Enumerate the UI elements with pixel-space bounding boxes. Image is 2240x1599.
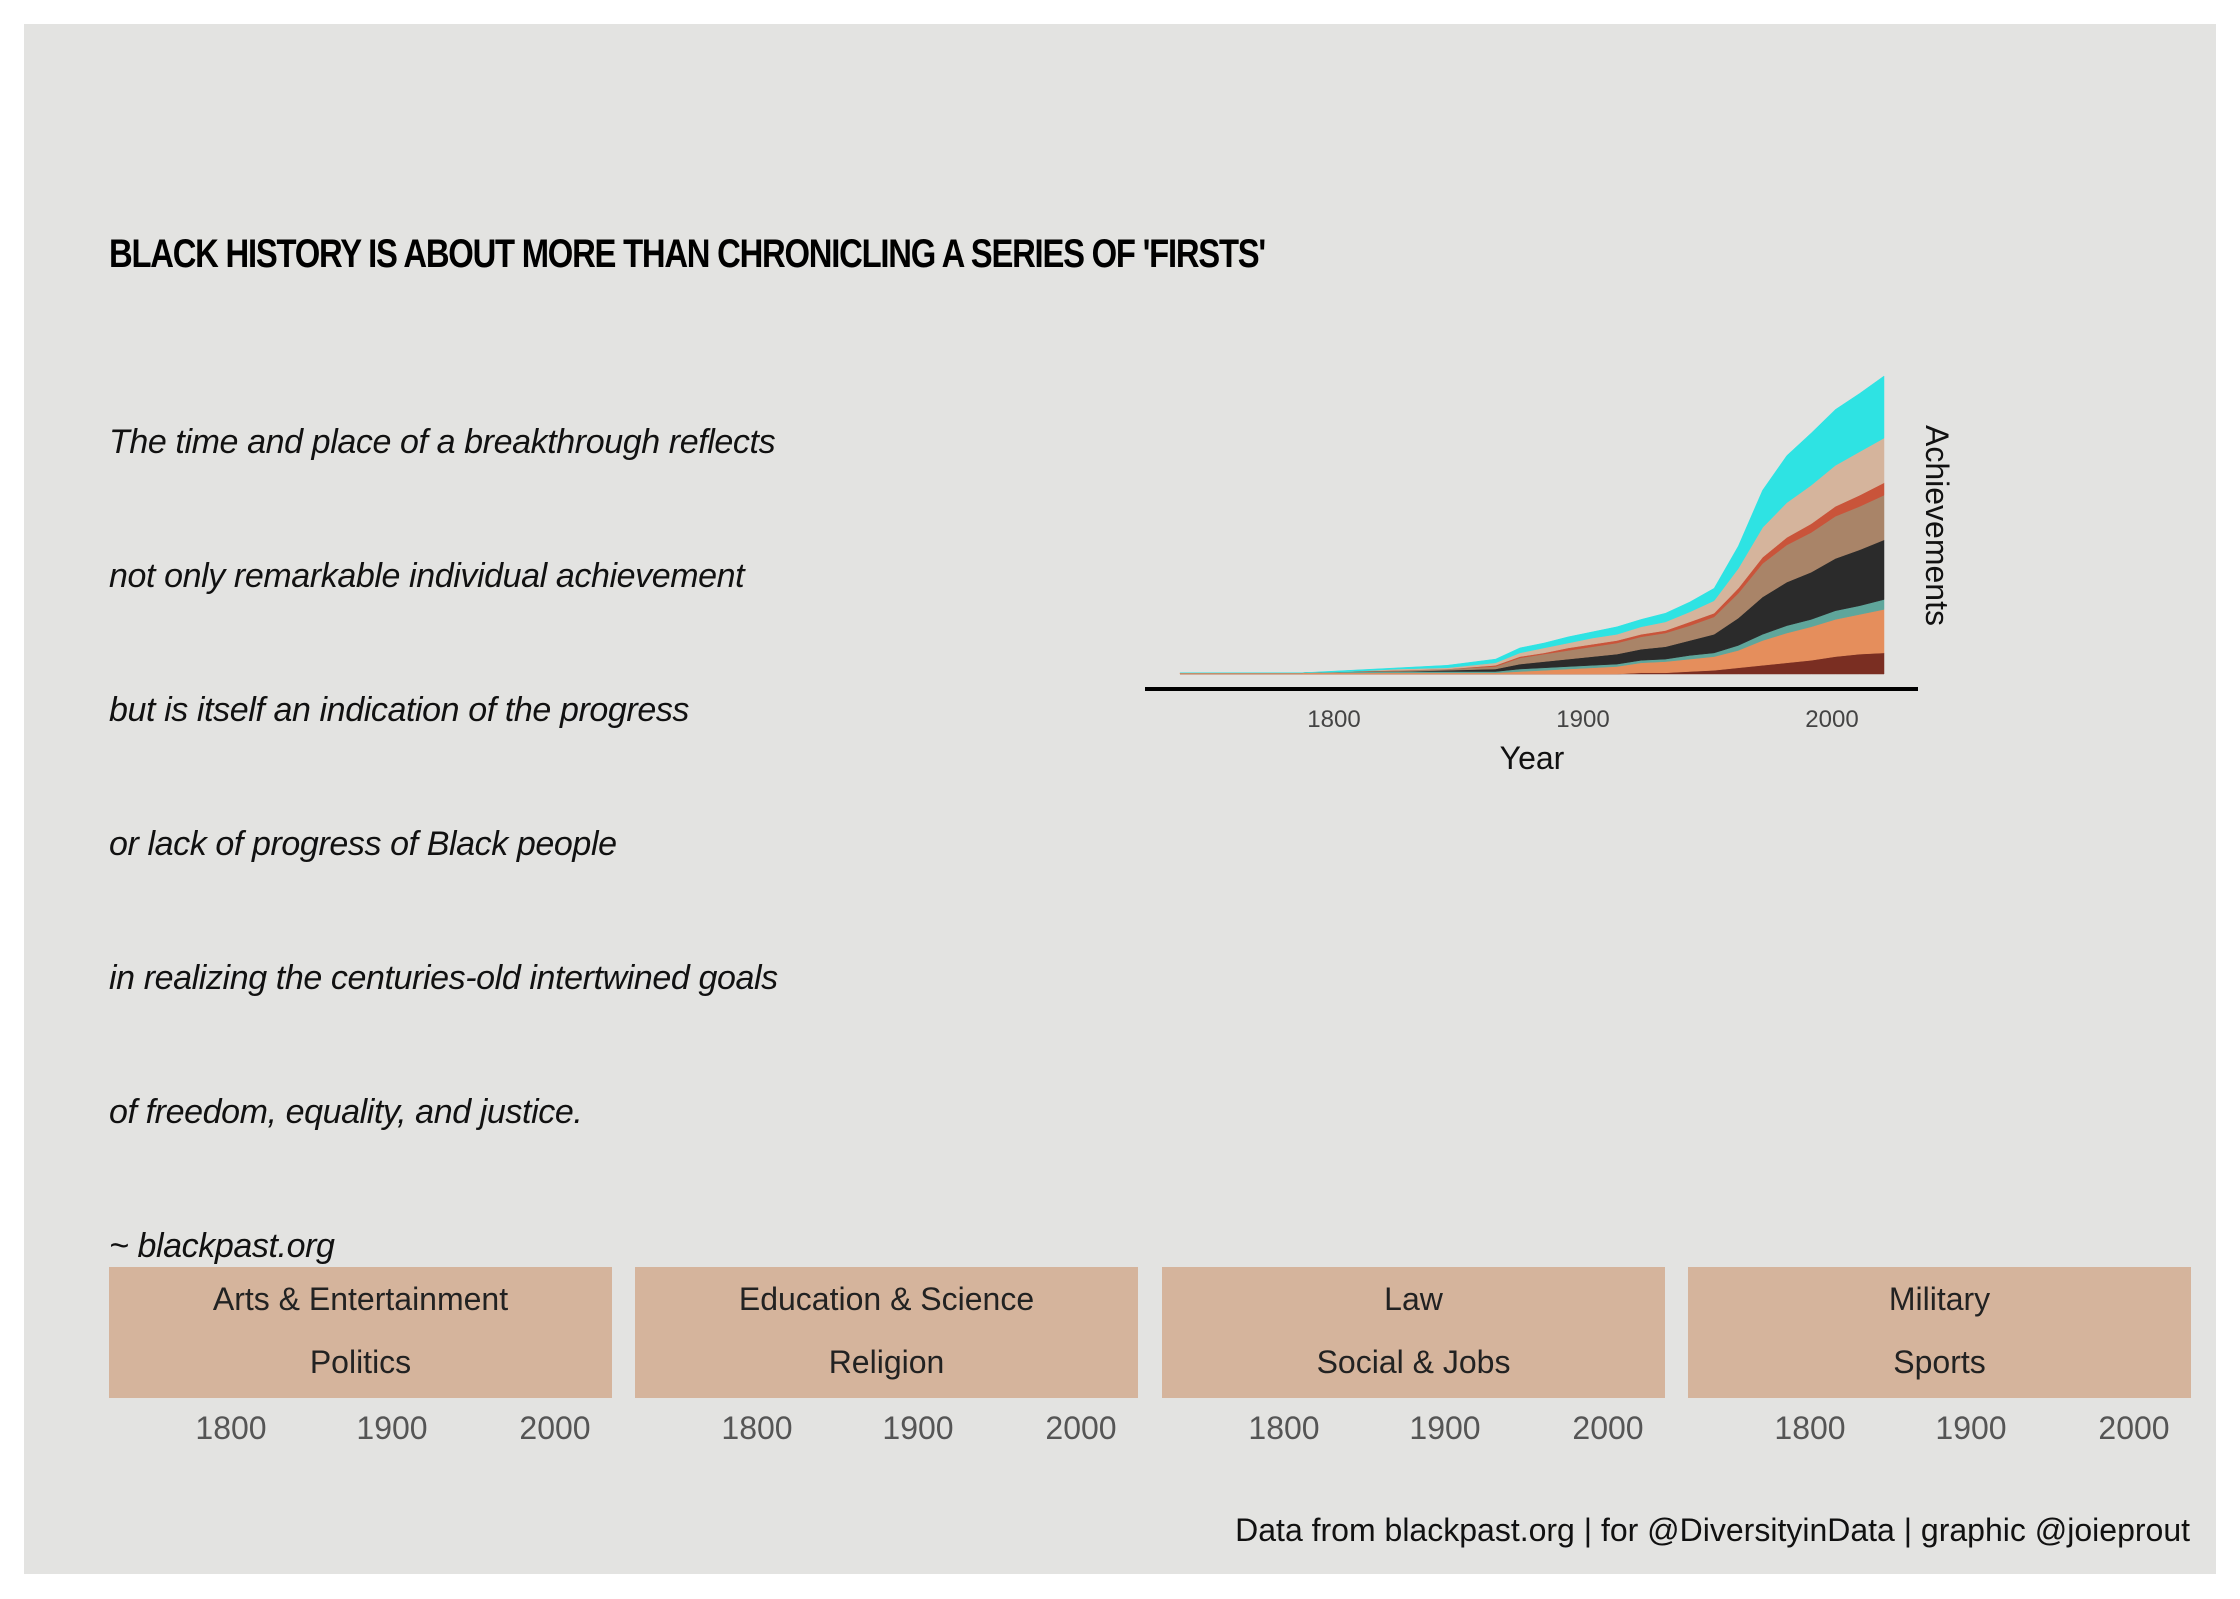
facet-tick-label: 1900 xyxy=(882,1410,954,1446)
facet-label: Religion xyxy=(828,1344,945,1380)
facet-x-axis: 1800 1900 2000 xyxy=(109,1410,612,1450)
x-tick-label: 2000 xyxy=(1805,706,1859,733)
facet-label: Social & Jobs xyxy=(1316,1344,1511,1380)
facet-tick-label: 2000 xyxy=(1045,1410,1117,1446)
facet-tick-label: 2000 xyxy=(519,1410,591,1446)
facet-label: Arts & Entertainment xyxy=(212,1281,509,1317)
facet-x-axis: 1800 1900 2000 xyxy=(635,1410,1138,1450)
facet-tick-label: 1900 xyxy=(356,1410,428,1446)
facet-x-axis: 1800 1900 2000 xyxy=(1162,1410,1665,1450)
quote-line: of freedom, equality, and justice. xyxy=(109,1093,583,1131)
quote-line: in realizing the centuries-old intertwin… xyxy=(109,959,778,997)
facet-tick-label: 1800 xyxy=(721,1410,793,1446)
quote-line: The time and place of a breakthrough ref… xyxy=(109,423,776,461)
facet-tick-label: 1900 xyxy=(1409,1410,1481,1446)
x-tick-label: 1800 xyxy=(1307,706,1361,733)
facet-tick-label: 2000 xyxy=(1572,1410,1644,1446)
facet-label: Education & Science xyxy=(738,1281,1035,1317)
facet-label: Military xyxy=(1888,1281,1991,1317)
facet-tick-label: 2000 xyxy=(2098,1410,2170,1446)
facet-x-axis: 1800 1900 2000 xyxy=(1688,1410,2191,1450)
y-axis-label: Achievements xyxy=(1919,425,1955,626)
quote-line: but is itself an indication of the progr… xyxy=(109,691,690,729)
quote-block: The time and place of a breakthrough ref… xyxy=(109,420,778,1358)
quote-attribution: ~ blackpast.org xyxy=(109,1227,335,1265)
x-axis-label: Year xyxy=(1499,740,1565,776)
facet-tick-label: 1800 xyxy=(1248,1410,1320,1446)
facet-strip: Education & Science Religion xyxy=(635,1267,1138,1398)
area-series-7 xyxy=(1180,375,1885,674)
facet-tick-label: 1800 xyxy=(1774,1410,1846,1446)
facet-label: Law xyxy=(1384,1281,1443,1317)
facet-tick-label: 1800 xyxy=(195,1410,267,1446)
facet-label: Politics xyxy=(309,1344,412,1380)
facet-strip: Military Sports xyxy=(1688,1267,2191,1398)
facet-label: Sports xyxy=(1893,1344,1986,1380)
area-series-group xyxy=(1179,375,1885,675)
chart-title: BLACK HISTORY IS ABOUT MORE THAN CHRONIC… xyxy=(109,232,1266,276)
x-tick-label: 1900 xyxy=(1556,706,1610,733)
facet-strip: Law Social & Jobs xyxy=(1162,1267,1665,1398)
quote-line: not only remarkable individual achieveme… xyxy=(109,557,745,595)
facet-tick-label: 1900 xyxy=(1935,1410,2007,1446)
quote-line: or lack of progress of Black people xyxy=(109,825,617,863)
source-caption: Data from blackpast.org | for @Diversity… xyxy=(1235,1512,2190,1548)
facet-strip: Arts & Entertainment Politics xyxy=(109,1267,612,1398)
